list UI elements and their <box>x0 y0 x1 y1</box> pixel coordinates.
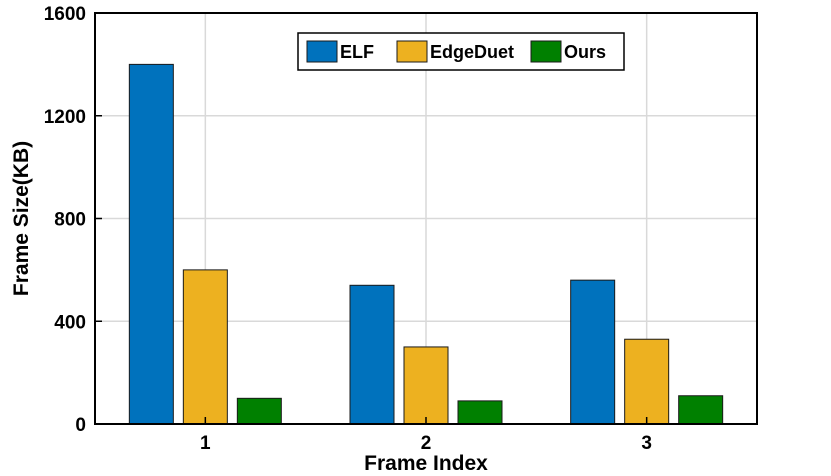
bar-ours-3 <box>678 395 724 425</box>
bar-ours-1 <box>236 397 282 425</box>
y-tick-label: 400 <box>54 312 86 333</box>
legend-label-ours: Ours <box>564 42 606 62</box>
y-axis-ticks: 0 400 800 1200 1600 <box>44 4 102 436</box>
grid-lines <box>95 13 757 424</box>
y-tick-label: 0 <box>75 415 86 436</box>
bar-ours-2 <box>457 400 503 425</box>
bar-edgeduet-1 <box>182 269 228 425</box>
legend-swatch-edgeduet <box>396 40 428 63</box>
bar-edgeduet-2 <box>403 346 449 425</box>
y-axis-title: Frame Size(KB) <box>10 141 33 296</box>
x-tick-label: 2 <box>421 433 432 454</box>
x-tick-label: 3 <box>641 433 652 454</box>
legend: ELF EdgeDuet Ours <box>297 32 625 71</box>
y-tick-label: 800 <box>54 210 86 231</box>
bar-edgeduet-3 <box>624 338 670 425</box>
legend-label-edgeduet: EdgeDuet <box>430 42 514 62</box>
legend-box <box>297 32 625 71</box>
y-tick-label: 1200 <box>44 107 86 128</box>
x-axis-title: Frame Index <box>364 452 488 475</box>
x-axis-ticks: 1 2 3 <box>200 417 652 454</box>
legend-swatch-ours <box>530 40 562 63</box>
legend-swatch-elf <box>306 40 338 63</box>
bar-elf-1 <box>128 63 174 425</box>
y-tick-label: 1600 <box>44 4 86 25</box>
bar-elf-2 <box>349 284 395 425</box>
x-tick-label: 1 <box>200 433 211 454</box>
bars <box>128 63 724 425</box>
bar-elf-3 <box>570 279 616 425</box>
legend-label-elf: ELF <box>340 42 374 62</box>
